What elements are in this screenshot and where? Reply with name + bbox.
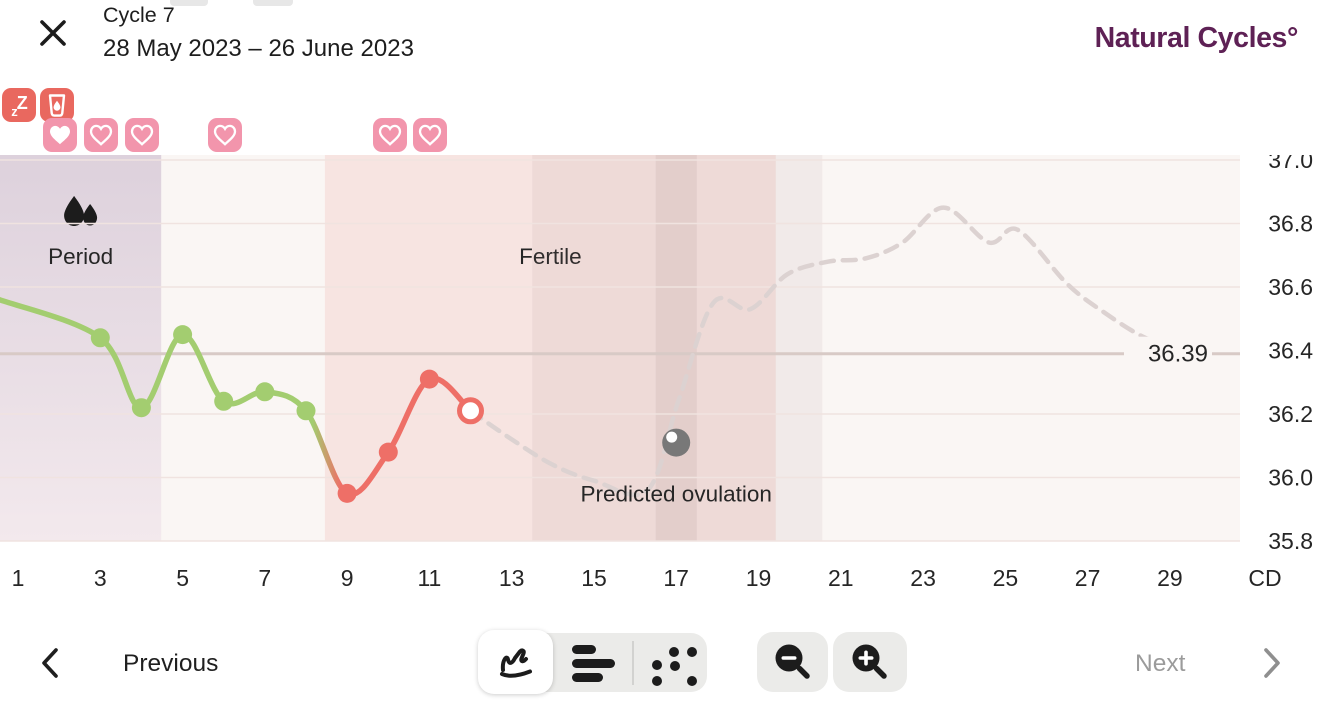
temp-point-cd5[interactable] xyxy=(173,325,193,345)
previous-button[interactable]: Previous xyxy=(123,650,219,677)
x-axis-tick-11: 11 xyxy=(417,565,441,591)
x-axis-tick-1: 1 xyxy=(12,565,25,591)
predicted-ovulation-marker-dot xyxy=(666,431,678,443)
y-axis-tick-36.2: 36.2 xyxy=(1268,401,1313,427)
coverline-label-backing xyxy=(1124,336,1212,371)
heart-icon[interactable] xyxy=(208,118,242,152)
y-axis-tick-36.8: 36.8 xyxy=(1268,211,1313,237)
x-axis-tick-27: 27 xyxy=(1075,565,1101,591)
cycle-date-range: 28 May 2023 – 26 June 2023 xyxy=(103,35,414,62)
y-axis-tick-36.0: 36.0 xyxy=(1268,465,1313,491)
zoom-in-button[interactable] xyxy=(833,632,907,692)
temp-point-cd6[interactable] xyxy=(214,391,234,411)
heart-outline-glyph xyxy=(130,124,154,146)
y-axis-tick-36.6: 36.6 xyxy=(1268,274,1313,300)
heart-icon[interactable] xyxy=(84,118,118,152)
scatter-chart-button[interactable] xyxy=(640,637,700,689)
temp-point-cd12-open[interactable] xyxy=(457,397,484,425)
predicted-ovulation-label: Predicted ovulation xyxy=(581,482,772,507)
predicted-temperature-line xyxy=(468,205,1193,498)
cycle-chart-svg: Period Fertile Predicted ovulation 36.39 37.… xyxy=(0,155,1313,591)
cup-glyph xyxy=(48,94,66,117)
next-button[interactable]: Next xyxy=(1135,650,1186,677)
predicted-ovulation-day-region xyxy=(655,155,697,541)
zoom-in-icon xyxy=(852,644,887,679)
heart-icon[interactable] xyxy=(373,118,407,152)
heart-icon[interactable] xyxy=(43,118,77,152)
temp-point-cd7[interactable] xyxy=(255,382,275,402)
y-axis-tick-37.0: 37.0 xyxy=(1268,155,1313,173)
bar-chart-icon xyxy=(572,645,615,682)
zz-glyph: zZ xyxy=(11,92,28,119)
period-label: Period xyxy=(48,244,113,269)
y-axis-tick-35.8: 35.8 xyxy=(1268,528,1313,554)
x-axis-tick-7: 7 xyxy=(258,565,271,591)
sleep-icon[interactable]: zZ xyxy=(2,88,36,122)
y-axis-tick-36.4: 36.4 xyxy=(1268,338,1313,364)
predicted-ovulation-marker[interactable] xyxy=(662,428,691,457)
cutoff-fragment xyxy=(253,0,293,6)
temp-point-cd11[interactable] xyxy=(419,369,439,389)
temp-point-cd4[interactable] xyxy=(131,398,151,418)
cutoff-fragment xyxy=(170,0,208,6)
drink-icon[interactable] xyxy=(40,88,74,122)
x-axis-tick-5: 5 xyxy=(176,565,189,591)
x-axis-tick-15: 15 xyxy=(581,565,607,591)
chevron-right-icon[interactable] xyxy=(1260,646,1284,680)
heart-outline-glyph xyxy=(418,124,442,146)
x-axis-tick-13: 13 xyxy=(499,565,525,591)
x-axis-tick-21: 21 xyxy=(828,565,854,591)
heart-outline-glyph xyxy=(89,124,113,146)
heart-outline-glyph xyxy=(213,124,237,146)
natural-cycles-logo: Natural Cycles° xyxy=(1094,22,1299,54)
x-axis-tick-9: 9 xyxy=(341,565,354,591)
heart-icon[interactable] xyxy=(125,118,159,152)
chevron-left-icon[interactable] xyxy=(38,646,62,680)
x-axis-tick-29: 29 xyxy=(1157,565,1183,591)
close-icon[interactable] xyxy=(38,18,68,48)
toggle-divider xyxy=(632,641,634,685)
x-axis-tick-23: 23 xyxy=(910,565,936,591)
bar-chart-button[interactable] xyxy=(566,639,622,687)
temp-point-cd10[interactable] xyxy=(378,442,398,462)
temp-point-cd3[interactable] xyxy=(90,328,110,348)
fertile-region xyxy=(324,155,776,541)
heart-filled-glyph xyxy=(50,125,70,145)
ovulation-uncertainty-region xyxy=(532,155,823,541)
x-axis-tick-25: 25 xyxy=(993,565,1019,591)
zoom-out-button[interactable] xyxy=(757,632,828,692)
line-chart-button[interactable] xyxy=(478,630,553,694)
zoom-out-icon xyxy=(775,644,810,679)
heart-icon[interactable] xyxy=(413,118,447,152)
x-axis-tick-17: 17 xyxy=(663,565,689,591)
temp-point-cd8[interactable] xyxy=(296,401,316,421)
x-axis-tick-3: 3 xyxy=(94,565,107,591)
temp-point-cd9[interactable] xyxy=(337,483,357,503)
line-chart-icon xyxy=(500,648,532,678)
heart-outline-glyph xyxy=(378,124,402,146)
x-axis-unit-label: CD xyxy=(1248,565,1281,591)
scatter-chart-icon xyxy=(652,647,697,686)
fertile-label: Fertile xyxy=(519,244,582,269)
page-title: Cycle 7 xyxy=(103,3,175,27)
x-axis-tick-19: 19 xyxy=(746,565,772,591)
coverline-value-label: 36.39 xyxy=(1148,341,1208,368)
period-drops-icon xyxy=(64,196,98,226)
